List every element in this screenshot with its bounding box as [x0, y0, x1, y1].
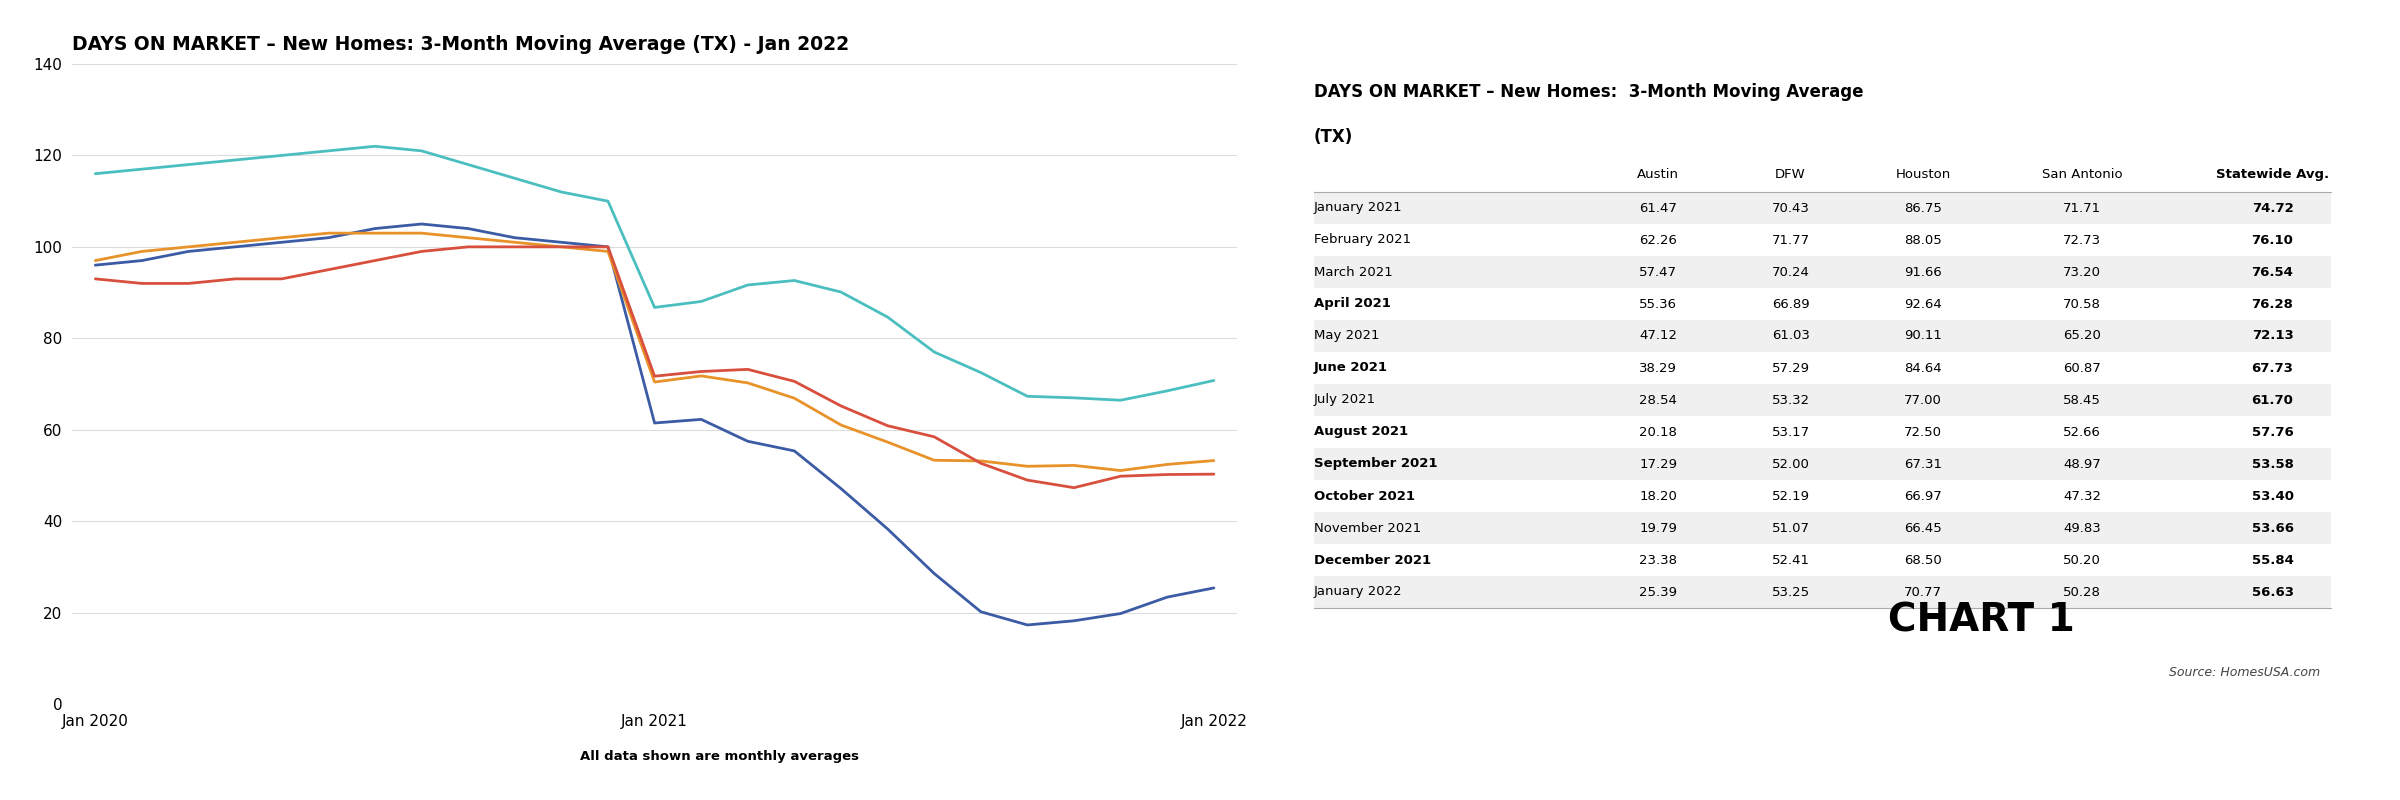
Bar — [1313, 448, 2330, 480]
Text: 53.32: 53.32 — [1771, 394, 1810, 406]
Text: 71.71: 71.71 — [2064, 202, 2100, 214]
Text: April 2021: April 2021 — [1313, 298, 1392, 310]
Text: 88.05: 88.05 — [1903, 234, 1942, 246]
Text: 53.58: 53.58 — [2251, 458, 2294, 470]
Text: 84.64: 84.64 — [1903, 362, 1942, 374]
Bar — [1313, 192, 2330, 224]
Text: Austin: Austin — [1637, 168, 1680, 182]
Text: 70.77: 70.77 — [1903, 586, 1942, 598]
Text: May 2021: May 2021 — [1313, 330, 1380, 342]
Bar — [1313, 576, 2330, 608]
Text: September 2021: September 2021 — [1313, 458, 1438, 470]
Text: 76.28: 76.28 — [2251, 298, 2294, 310]
Text: August 2021: August 2021 — [1313, 426, 1409, 438]
Text: 53.17: 53.17 — [1771, 426, 1810, 438]
Text: 91.66: 91.66 — [1903, 266, 1942, 278]
Text: 52.66: 52.66 — [2064, 426, 2100, 438]
Text: 53.66: 53.66 — [2251, 522, 2294, 534]
Text: 18.20: 18.20 — [1639, 490, 1678, 502]
Text: 20.18: 20.18 — [1639, 426, 1678, 438]
Text: 52.41: 52.41 — [1771, 554, 1810, 566]
Text: 49.83: 49.83 — [2064, 522, 2100, 534]
Text: 53.40: 53.40 — [2251, 490, 2294, 502]
Text: 58.45: 58.45 — [2064, 394, 2100, 406]
Text: DAYS ON MARKET – New Homes: 3-Month Moving Average (TX) - Jan 2022: DAYS ON MARKET – New Homes: 3-Month Movi… — [72, 35, 850, 54]
Text: 47.32: 47.32 — [2064, 490, 2100, 502]
Text: 74.72: 74.72 — [2251, 202, 2294, 214]
Text: 50.20: 50.20 — [2064, 554, 2100, 566]
Text: 72.13: 72.13 — [2251, 330, 2294, 342]
Text: 76.54: 76.54 — [2251, 266, 2294, 278]
Text: 72.73: 72.73 — [2064, 234, 2100, 246]
Text: 66.45: 66.45 — [1903, 522, 1942, 534]
Text: 70.24: 70.24 — [1771, 266, 1810, 278]
Text: July 2021: July 2021 — [1313, 394, 1375, 406]
Text: Houston: Houston — [1896, 168, 1951, 182]
Text: 47.12: 47.12 — [1639, 330, 1678, 342]
Text: 57.47: 57.47 — [1639, 266, 1678, 278]
Text: 50.28: 50.28 — [2064, 586, 2100, 598]
Text: 86.75: 86.75 — [1903, 202, 1942, 214]
Text: 52.00: 52.00 — [1771, 458, 1810, 470]
Text: 38.29: 38.29 — [1639, 362, 1678, 374]
Text: 25.39: 25.39 — [1639, 586, 1678, 598]
Text: 77.00: 77.00 — [1903, 394, 1942, 406]
Text: (TX): (TX) — [1313, 128, 1354, 146]
Text: 71.77: 71.77 — [1771, 234, 1810, 246]
Bar — [1313, 512, 2330, 544]
Text: 68.50: 68.50 — [1903, 554, 1942, 566]
Text: November 2021: November 2021 — [1313, 522, 1421, 534]
Text: January 2021: January 2021 — [1313, 202, 1402, 214]
Text: 66.89: 66.89 — [1771, 298, 1810, 310]
Text: 28.54: 28.54 — [1639, 394, 1678, 406]
Text: CHART 1: CHART 1 — [1889, 602, 2074, 640]
Text: 17.29: 17.29 — [1639, 458, 1678, 470]
Text: 56.63: 56.63 — [2251, 586, 2294, 598]
Text: January 2022: January 2022 — [1313, 586, 1402, 598]
Text: December 2021: December 2021 — [1313, 554, 1430, 566]
Text: Source: HomesUSA.com: Source: HomesUSA.com — [2170, 666, 2321, 678]
Legend: Austin, DFW, Houston, San Antonio: Austin, DFW, Houston, San Antonio — [437, 796, 874, 800]
Text: 67.73: 67.73 — [2251, 362, 2294, 374]
Text: 92.64: 92.64 — [1903, 298, 1942, 310]
Text: All data shown are monthly averages: All data shown are monthly averages — [581, 750, 859, 763]
Text: 76.10: 76.10 — [2251, 234, 2294, 246]
Text: February 2021: February 2021 — [1313, 234, 1411, 246]
Text: 67.31: 67.31 — [1903, 458, 1942, 470]
Text: 55.84: 55.84 — [2251, 554, 2294, 566]
Text: 23.38: 23.38 — [1639, 554, 1678, 566]
Text: 55.36: 55.36 — [1639, 298, 1678, 310]
Text: 70.43: 70.43 — [1771, 202, 1810, 214]
Text: March 2021: March 2021 — [1313, 266, 1392, 278]
Bar — [1313, 384, 2330, 416]
Bar — [1313, 320, 2330, 352]
Text: 61.70: 61.70 — [2251, 394, 2294, 406]
Text: 57.29: 57.29 — [1771, 362, 1810, 374]
Text: 51.07: 51.07 — [1771, 522, 1810, 534]
Text: 60.87: 60.87 — [2064, 362, 2100, 374]
Text: October 2021: October 2021 — [1313, 490, 1416, 502]
Text: 70.58: 70.58 — [2064, 298, 2100, 310]
Text: Statewide Avg.: Statewide Avg. — [2215, 168, 2328, 182]
Text: 62.26: 62.26 — [1639, 234, 1678, 246]
Text: 53.25: 53.25 — [1771, 586, 1810, 598]
Bar — [1313, 256, 2330, 288]
Text: 48.97: 48.97 — [2064, 458, 2100, 470]
Text: 61.47: 61.47 — [1639, 202, 1678, 214]
Text: DAYS ON MARKET – New Homes:  3-Month Moving Average: DAYS ON MARKET – New Homes: 3-Month Movi… — [1313, 83, 1862, 102]
Text: 52.19: 52.19 — [1771, 490, 1810, 502]
Text: June 2021: June 2021 — [1313, 362, 1387, 374]
Text: DFW: DFW — [1776, 168, 1805, 182]
Text: 90.11: 90.11 — [1903, 330, 1942, 342]
Text: San Antonio: San Antonio — [2042, 168, 2122, 182]
Text: 73.20: 73.20 — [2064, 266, 2100, 278]
Text: 57.76: 57.76 — [2251, 426, 2294, 438]
Text: 72.50: 72.50 — [1903, 426, 1942, 438]
Text: 65.20: 65.20 — [2064, 330, 2100, 342]
Text: 19.79: 19.79 — [1639, 522, 1678, 534]
Text: 66.97: 66.97 — [1903, 490, 1942, 502]
Text: 61.03: 61.03 — [1771, 330, 1810, 342]
